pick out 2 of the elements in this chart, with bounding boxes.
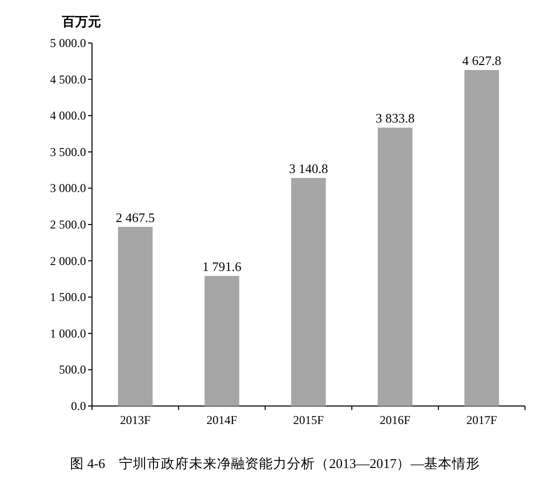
title: 图 4-6 宁圳市政府未来净融资能力分析（2013—2017）—基本情形 [70, 456, 480, 471]
ylabel: 百万元 [62, 14, 101, 29]
